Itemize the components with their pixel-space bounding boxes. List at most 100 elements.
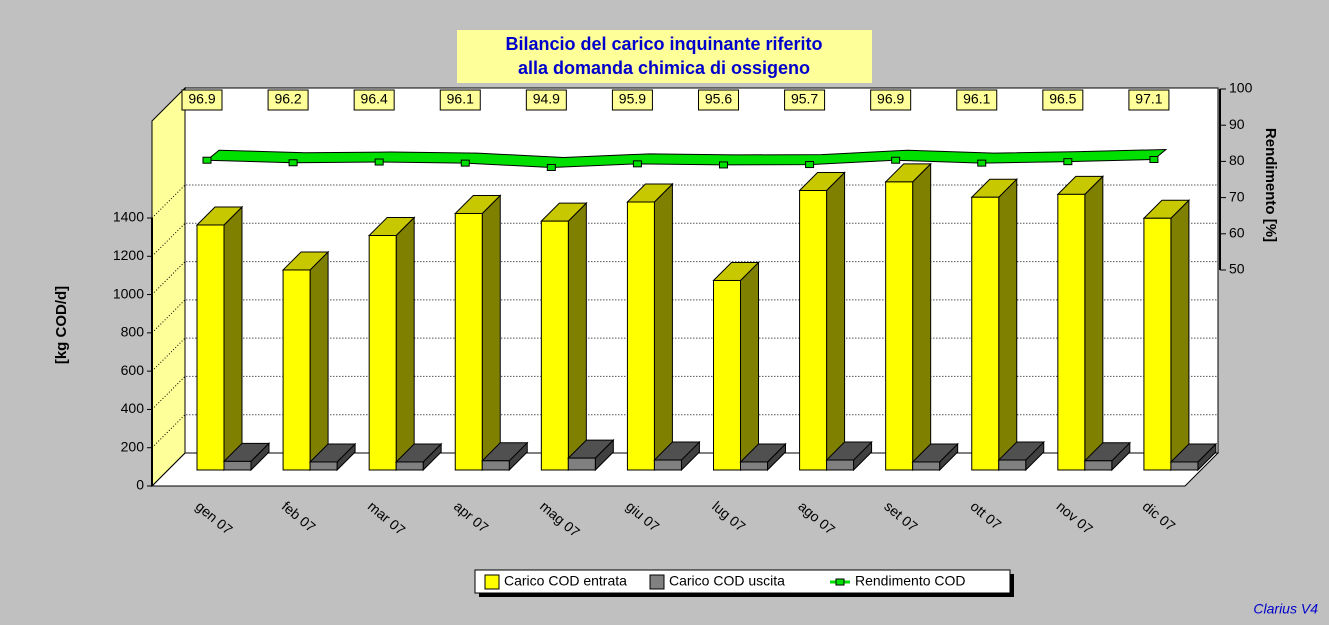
line-marker	[1063, 158, 1073, 166]
grid-line	[151, 222, 1218, 257]
bar	[653, 440, 701, 472]
value-label-box	[611, 89, 653, 111]
bar	[281, 250, 330, 472]
value-label: 96.1	[447, 91, 474, 107]
value-label: 96.2	[274, 91, 301, 107]
grid-line	[151, 452, 1218, 487]
bar-side	[826, 171, 846, 472]
value-label: 96.4	[361, 91, 388, 107]
bar	[626, 182, 674, 472]
y-tick-label: 800	[121, 324, 145, 340]
bar-side	[223, 205, 243, 472]
y-tick-label: 600	[121, 362, 145, 378]
y2-tick-label: 80	[1229, 152, 1245, 168]
bar-front	[223, 460, 252, 471]
bar	[567, 438, 615, 472]
line-marker	[805, 161, 815, 169]
value-label: 96.9	[877, 91, 904, 107]
value-label: 95.9	[619, 91, 646, 107]
value-label: 96.5	[1049, 91, 1076, 107]
legend	[474, 569, 1011, 594]
bar-front	[998, 459, 1027, 471]
y2-tick-label: 50	[1229, 261, 1245, 277]
bar-front	[454, 212, 483, 471]
value-label-box	[439, 89, 481, 111]
bar	[911, 442, 959, 472]
y-tick-label: 1200	[113, 247, 144, 263]
bar	[367, 216, 416, 472]
bar-front	[971, 196, 1000, 471]
bar-side	[481, 194, 501, 472]
value-label-box	[1042, 89, 1084, 111]
chart-title: Bilancio del carico inquinante riferito	[505, 34, 822, 54]
y2-tick-label: 90	[1229, 116, 1245, 132]
bar-side	[1084, 175, 1104, 472]
line-marker	[374, 158, 384, 166]
bar	[1169, 442, 1218, 472]
grid-line	[151, 261, 1218, 295]
legend-swatch	[649, 574, 665, 590]
bar-front	[799, 190, 828, 471]
grid-line	[151, 184, 1218, 219]
y-tick-label: 1000	[113, 285, 144, 301]
bar-front	[1084, 460, 1113, 471]
footer: Clarius V4	[1253, 601, 1318, 617]
value-label-box	[784, 89, 826, 111]
legend-label: Carico COD uscita	[669, 573, 785, 589]
bar	[394, 442, 443, 472]
line-marker	[632, 160, 642, 168]
value-label: 96.1	[963, 91, 990, 107]
bar	[481, 441, 529, 472]
bar	[884, 162, 932, 472]
y-tick-label: 0	[136, 477, 144, 493]
back-wall	[184, 87, 1219, 454]
legend-label: Rendimento COD	[855, 573, 966, 589]
y-tick-label: 400	[121, 400, 145, 416]
bar	[308, 442, 357, 472]
bar-front	[1057, 193, 1086, 471]
value-label: 94.9	[533, 91, 560, 107]
bar-front	[626, 201, 655, 471]
bar-side	[567, 201, 587, 472]
bar	[222, 442, 271, 472]
bar-front	[481, 460, 510, 471]
bar-side	[998, 178, 1018, 472]
grid-line	[151, 375, 1218, 410]
bar	[997, 440, 1045, 472]
bar	[540, 201, 588, 472]
bar-front	[282, 269, 311, 471]
y2-axis-label: Rendimento [%]	[1262, 128, 1279, 242]
bar-side	[912, 162, 932, 472]
bar-front	[540, 220, 569, 471]
left-wall	[151, 86, 186, 488]
bar-front	[567, 457, 596, 471]
legend-label: Carico COD entrata	[504, 573, 627, 589]
bar-front	[1143, 217, 1172, 471]
value-label-box	[1128, 89, 1170, 111]
bar-front	[885, 181, 914, 471]
line-marker	[977, 159, 987, 167]
value-label-box	[525, 89, 567, 111]
value-label: 95.7	[791, 91, 818, 107]
bar	[1142, 199, 1191, 472]
bar-front	[368, 235, 397, 471]
bar-side	[309, 250, 329, 472]
bar-front	[713, 279, 741, 471]
bar-front	[196, 224, 225, 471]
y-axis-label: [kg COD/d]	[53, 286, 70, 364]
bar	[712, 261, 760, 472]
value-label: 95.6	[705, 91, 732, 107]
value-label-box	[698, 89, 739, 111]
bar-front	[1170, 461, 1199, 471]
bar	[798, 171, 846, 472]
title-box	[457, 30, 872, 83]
value-label: 96.9	[188, 91, 215, 107]
bar-front	[740, 461, 768, 471]
bar	[195, 205, 244, 472]
grid-line	[151, 414, 1218, 449]
grid-line	[151, 337, 1218, 372]
value-label-box	[181, 89, 223, 111]
bar	[1083, 441, 1132, 472]
line-marker	[460, 159, 470, 167]
